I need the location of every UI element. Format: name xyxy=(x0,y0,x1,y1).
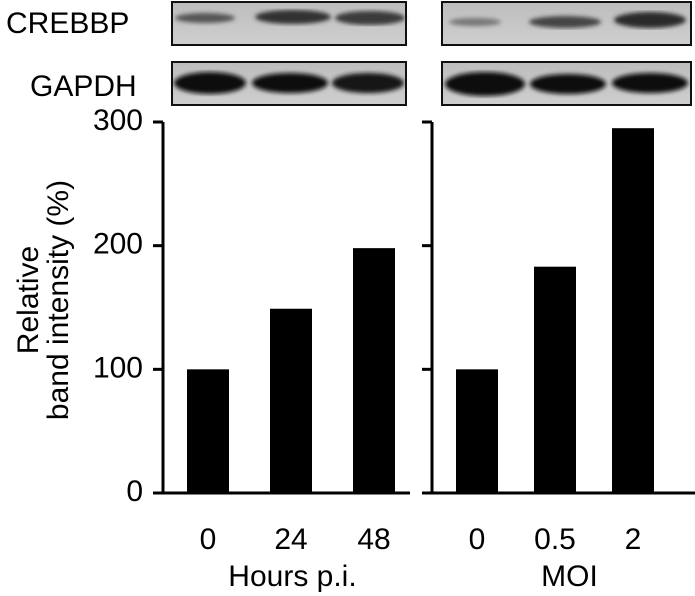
bar xyxy=(456,369,498,493)
bar xyxy=(270,308,312,493)
bar xyxy=(534,266,576,493)
blot-label: GAPDH xyxy=(30,70,137,103)
x-tick-label: 0 xyxy=(200,523,217,556)
bands xyxy=(445,72,688,96)
x-axis-label: MOI xyxy=(541,560,598,593)
y-axis-label: Relative xyxy=(12,246,45,354)
bands xyxy=(174,72,404,94)
blot-label: CREBBP xyxy=(6,7,129,40)
bar xyxy=(353,248,395,493)
bands xyxy=(175,10,405,25)
y-axis-label: band intensity (%) xyxy=(42,180,75,420)
bands xyxy=(449,12,686,28)
bar xyxy=(187,369,229,493)
x-tick-label: 2 xyxy=(625,523,642,556)
y-tick-label: 100 xyxy=(93,351,143,384)
x-tick-label: 0.5 xyxy=(534,523,576,556)
blots: CREBBP GAPDH xyxy=(6,1,692,106)
bar xyxy=(612,128,654,493)
y-tick-label: 200 xyxy=(93,228,143,261)
x-axis-label: Hours p.i. xyxy=(228,560,356,593)
y-tick-label: 0 xyxy=(126,475,143,508)
x-tick-label: 0 xyxy=(469,523,486,556)
x-tick-label: 24 xyxy=(274,523,307,556)
y-tick-label: 300 xyxy=(93,104,143,137)
x-tick-label: 48 xyxy=(357,523,390,556)
